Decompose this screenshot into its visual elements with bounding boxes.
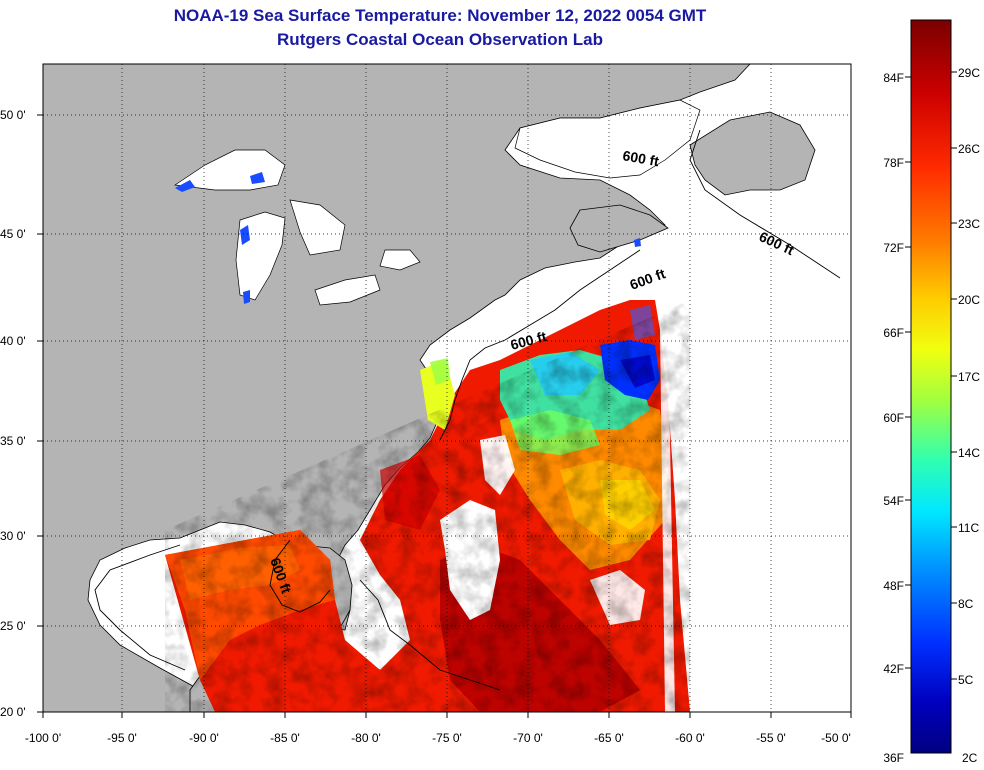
lon-tick-label: -95 0' [107,731,137,745]
colorbar-f-label: 54F [883,494,904,508]
shelf-contour-600ft [94,129,841,691]
lat-tick-label: 50 0' [0,108,26,122]
colorbar-f-label: 84F [883,71,904,85]
lat-tick-label: 35 0' [0,434,26,448]
lat-tick-label: 30 0' [0,529,26,543]
colorbar-c-label: 11C [958,521,979,535]
contour-label-newfoundland: 600 ft [621,147,660,169]
lat-tick-label: 25 0' [0,619,26,633]
map-subtitle: Rutgers Coastal Ocean Observation Lab [277,30,603,49]
colorbar-c-label: 23C [958,217,980,231]
colorbar-f-label: 48F [883,579,904,593]
lon-tick-label: -75 0' [432,731,462,745]
colorbar-c-label: 20C [958,293,980,307]
colorbar-c-label: 14C [958,446,980,460]
tick-marks [37,114,852,718]
lon-tick-label: -60 0' [675,731,705,745]
colorbar-c-label: 26C [958,142,980,156]
lat-tick-label: 40 0' [0,334,26,348]
colorbar-c-label: 5C [958,673,974,687]
lat-tick-label: 20 0' [0,705,26,719]
lon-tick-label: -55 0' [756,731,786,745]
colorbar-f-label: 78F [883,156,904,170]
colorbar-c-label: 8C [958,597,974,611]
colorbar-c-label: 17C [958,370,980,384]
map-title: NOAA-19 Sea Surface Temperature: Novembe… [173,6,707,25]
colorbar-f-label: 72F [883,241,904,255]
colorbar-c-label: 29C [958,66,980,80]
lon-tick-label: -50 0' [821,731,851,745]
lon-tick-label: -85 0' [270,731,300,745]
colorbar [910,19,952,754]
colorbar-ticks [905,71,957,680]
lon-tick-label: -100 0' [25,731,61,745]
colorbar-f-label: 36F [883,751,904,765]
sst-data-swath [165,300,690,712]
colorbar-c-label: 2C [962,751,978,765]
land-maritimes [689,111,816,196]
st-lawrence-gulf [514,99,701,179]
lon-tick-label: -80 0' [351,731,381,745]
lon-tick-label: -65 0' [594,731,624,745]
lon-tick-label: -90 0' [189,731,219,745]
graticule [43,64,851,712]
colorbar-f-label: 66F [883,326,904,340]
colorbar-f-label: 42F [883,662,904,676]
lat-tick-label: 45 0' [0,227,26,241]
lon-tick-label: -70 0' [513,731,543,745]
colorbar-f-label: 60F [883,411,904,425]
